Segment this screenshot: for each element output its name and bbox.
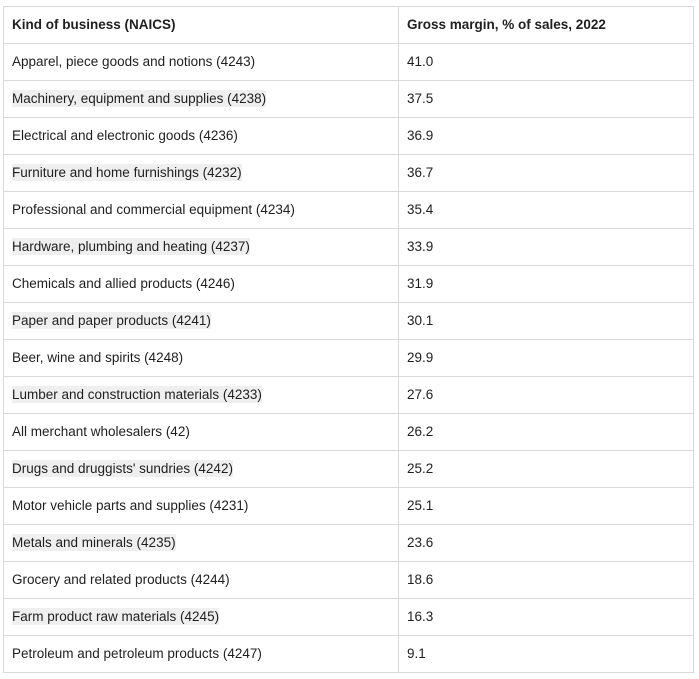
table-row: Beer, wine and spirits (4248) 29.9 — [3, 339, 694, 377]
table-row: Chemicals and allied products (4246) 31.9 — [3, 265, 694, 303]
business-label: Grocery and related products (4244) — [12, 572, 230, 587]
margin-cell: 33.9 — [398, 228, 694, 266]
business-cell: Drugs and druggists' sundries (4242) — [3, 450, 399, 488]
table-row: All merchant wholesalers (42) 26.2 — [3, 413, 694, 451]
margin-cell: 25.1 — [398, 487, 694, 525]
business-cell: All merchant wholesalers (42) — [3, 413, 399, 451]
business-label: Motor vehicle parts and supplies (4231) — [12, 498, 249, 513]
business-label: Lumber and construction materials (4233) — [12, 386, 262, 403]
table-row: Motor vehicle parts and supplies (4231) 2… — [3, 487, 694, 525]
business-label: All merchant wholesalers (42) — [12, 424, 190, 439]
table-row: Metals and minerals (4235) 23.6 — [3, 524, 694, 562]
table-row: Professional and commercial equipment (4… — [3, 191, 694, 229]
business-label: Paper and paper products (4241) — [12, 312, 211, 329]
business-cell: Hardware, plumbing and heating (4237) — [3, 228, 399, 266]
margin-cell: 35.4 — [398, 191, 694, 229]
table-row: Apparel, piece goods and notions (4243) 4… — [3, 43, 694, 81]
business-label: Electrical and electronic goods (4236) — [12, 128, 238, 143]
business-label: Chemicals and allied products (4246) — [12, 276, 235, 291]
table-row: Farm product raw materials (4245) 16.3 — [3, 598, 694, 636]
table-row: Grocery and related products (4244) 18.6 — [3, 561, 694, 599]
business-label: Beer, wine and spirits (4248) — [12, 350, 184, 365]
table-header-row: Kind of business (NAICS) Gross margin, %… — [3, 6, 694, 44]
business-cell: Petroleum and petroleum products (4247) — [3, 635, 399, 673]
business-cell: Machinery, equipment and supplies (4238) — [3, 80, 399, 118]
margin-cell: 25.2 — [398, 450, 694, 488]
business-label: Hardware, plumbing and heating (4237) — [12, 238, 250, 255]
business-cell: Metals and minerals (4235) — [3, 524, 399, 562]
table-row: Hardware, plumbing and heating (4237) 33.… — [3, 228, 694, 266]
business-cell: Farm product raw materials (4245) — [3, 598, 399, 636]
margin-cell: 23.6 — [398, 524, 694, 562]
business-cell: Chemicals and allied products (4246) — [3, 265, 399, 303]
margin-cell: 16.3 — [398, 598, 694, 636]
margin-cell: 26.2 — [398, 413, 694, 451]
business-cell: Apparel, piece goods and notions (4243) — [3, 43, 399, 81]
margin-cell: 9.1 — [398, 635, 694, 673]
table-row: Drugs and druggists' sundries (4242) 25.2 — [3, 450, 694, 488]
business-cell: Motor vehicle parts and supplies (4231) — [3, 487, 399, 525]
business-label: Furniture and home furnishings (4232) — [12, 164, 242, 181]
business-cell: Beer, wine and spirits (4248) — [3, 339, 399, 377]
business-label: Drugs and druggists' sundries (4242) — [12, 460, 233, 477]
header-gross-margin: Gross margin, % of sales, 2022 — [398, 6, 694, 44]
margin-cell: 29.9 — [398, 339, 694, 377]
margin-cell: 31.9 — [398, 265, 694, 303]
table-row: Lumber and construction materials (4233)… — [3, 376, 694, 414]
gross-margin-table: Kind of business (NAICS) Gross margin, %… — [3, 6, 694, 673]
business-label: Petroleum and petroleum products (4247) — [12, 646, 262, 661]
margin-cell: 37.5 — [398, 80, 694, 118]
margin-cell: 36.9 — [398, 117, 694, 155]
margin-cell: 30.1 — [398, 302, 694, 340]
business-label: Metals and minerals (4235) — [12, 534, 176, 551]
business-label: Machinery, equipment and supplies (4238) — [12, 90, 267, 107]
table-container: Kind of business (NAICS) Gross margin, %… — [3, 6, 694, 673]
business-cell: Lumber and construction materials (4233) — [3, 376, 399, 414]
margin-cell: 18.6 — [398, 561, 694, 599]
table-body: Apparel, piece goods and notions (4243) 4… — [3, 43, 694, 673]
business-label: Farm product raw materials (4245) — [12, 608, 220, 625]
table-row: Machinery, equipment and supplies (4238)… — [3, 80, 694, 118]
table-row: Paper and paper products (4241) 30.1 — [3, 302, 694, 340]
table-row: Electrical and electronic goods (4236) 36… — [3, 117, 694, 155]
business-cell: Professional and commercial equipment (4… — [3, 191, 399, 229]
business-label: Professional and commercial equipment (4… — [12, 202, 295, 217]
business-cell: Paper and paper products (4241) — [3, 302, 399, 340]
table-row: Furniture and home furnishings (4232) 36.… — [3, 154, 694, 192]
margin-cell: 41.0 — [398, 43, 694, 81]
margin-cell: 27.6 — [398, 376, 694, 414]
business-label: Apparel, piece goods and notions (4243) — [12, 54, 256, 69]
business-cell: Electrical and electronic goods (4236) — [3, 117, 399, 155]
business-cell: Furniture and home furnishings (4232) — [3, 154, 399, 192]
table-row: Petroleum and petroleum products (4247) 9… — [3, 635, 694, 673]
header-kind-of-business: Kind of business (NAICS) — [3, 6, 399, 44]
margin-cell: 36.7 — [398, 154, 694, 192]
business-cell: Grocery and related products (4244) — [3, 561, 399, 599]
